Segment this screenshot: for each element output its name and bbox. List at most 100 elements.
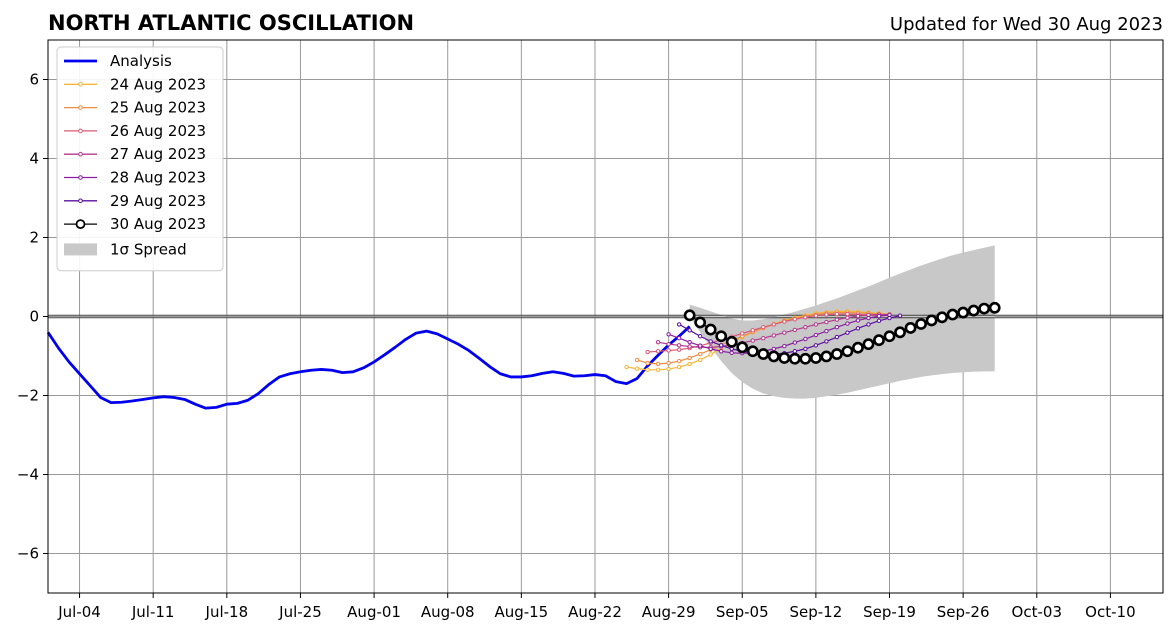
data-point xyxy=(771,346,776,352)
data-point xyxy=(645,367,650,373)
data-point xyxy=(771,322,776,327)
legend-label: 1σ Spread xyxy=(110,240,187,258)
data-point xyxy=(708,346,713,352)
data-point xyxy=(803,346,808,352)
data-point xyxy=(946,308,959,321)
y-tick-label: −2 xyxy=(17,387,39,405)
data-point xyxy=(666,348,671,353)
data-point xyxy=(782,343,787,349)
data-point xyxy=(782,319,787,324)
data-point xyxy=(834,334,840,340)
data-point xyxy=(845,315,850,320)
data-point xyxy=(813,313,819,318)
data-point xyxy=(729,346,734,352)
data-point xyxy=(697,357,703,363)
data-point xyxy=(824,319,829,325)
data-point xyxy=(687,328,692,333)
data-point xyxy=(813,322,819,327)
legend-marker xyxy=(78,198,83,204)
x-tick-label: Aug-01 xyxy=(347,603,401,621)
legend-label: 24 Aug 2023 xyxy=(110,75,206,93)
x-tick-label: Jul-11 xyxy=(131,603,175,621)
data-point xyxy=(694,316,707,329)
data-point xyxy=(645,349,650,355)
data-point xyxy=(887,315,892,321)
data-point xyxy=(666,366,671,372)
data-point xyxy=(687,361,692,367)
data-point xyxy=(676,347,682,352)
spread-layer xyxy=(689,245,995,399)
data-point xyxy=(771,333,776,338)
x-axis: Jul-04 Jul-11 Jul-18 Jul-25 Aug-01 Aug-08 Aug-… xyxy=(57,593,1136,621)
data-point xyxy=(750,328,755,333)
x-tick-label: Sep-12 xyxy=(789,603,842,621)
data-point xyxy=(813,343,819,348)
legend-marker xyxy=(78,128,83,134)
data-point xyxy=(666,341,671,347)
data-point xyxy=(803,324,808,330)
data-point xyxy=(757,348,770,360)
data-point xyxy=(809,352,822,364)
data-point xyxy=(788,352,801,365)
data-point xyxy=(876,313,882,319)
data-point xyxy=(778,352,791,364)
data-point xyxy=(697,343,703,348)
data-point xyxy=(897,313,903,318)
x-tick-label: Jul-04 xyxy=(57,603,101,621)
data-point xyxy=(676,343,682,348)
legend-swatch xyxy=(64,243,97,256)
data-point xyxy=(655,367,661,373)
series-0 xyxy=(46,325,691,410)
data-point xyxy=(736,341,749,354)
data-point xyxy=(831,348,843,360)
legend-label: 25 Aug 2023 xyxy=(110,99,206,117)
series-layer xyxy=(46,301,1001,410)
x-tick-label: Oct-03 xyxy=(1012,603,1062,621)
data-point xyxy=(876,318,882,324)
data-point xyxy=(813,332,819,338)
x-tick-label: Sep-05 xyxy=(716,603,769,621)
legend-marker xyxy=(78,105,83,110)
data-point xyxy=(634,357,640,363)
legend-label: 29 Aug 2023 xyxy=(110,192,206,210)
data-point xyxy=(904,322,917,334)
data-point xyxy=(666,360,671,366)
data-point xyxy=(855,318,861,323)
legend-label: Analysis xyxy=(110,52,172,70)
data-point xyxy=(866,322,871,327)
data-point xyxy=(676,336,682,341)
series-line xyxy=(668,314,890,354)
legend-marker xyxy=(78,82,83,87)
data-point xyxy=(978,302,991,315)
legend: Analysis 24 Aug 2023 25 Aug 2023 26 Aug 202… xyxy=(56,46,224,272)
data-point xyxy=(841,345,854,358)
legend-box xyxy=(56,46,224,272)
data-point xyxy=(792,317,798,322)
data-point xyxy=(852,341,864,354)
x-tick-label: Aug-15 xyxy=(494,603,548,621)
data-point xyxy=(676,322,682,327)
data-point xyxy=(803,315,808,320)
data-point xyxy=(750,338,755,343)
data-point xyxy=(988,301,1001,314)
data-point xyxy=(855,326,861,331)
x-tick-label: Aug-22 xyxy=(568,603,622,621)
data-point xyxy=(676,358,682,364)
data-point xyxy=(845,311,850,317)
data-point xyxy=(645,360,650,366)
y-tick-label: 2 xyxy=(29,229,39,247)
series-line xyxy=(46,325,691,410)
data-point xyxy=(855,313,861,319)
data-point xyxy=(719,343,724,348)
data-point xyxy=(820,350,833,363)
data-point xyxy=(782,330,787,335)
data-point xyxy=(655,361,661,367)
y-tick-label: 0 xyxy=(29,308,39,326)
data-point xyxy=(824,312,829,317)
x-tick-label: Jul-18 xyxy=(205,603,249,621)
data-point xyxy=(683,309,696,322)
legend-marker xyxy=(78,151,83,157)
data-point xyxy=(862,338,875,351)
data-point xyxy=(767,350,780,363)
